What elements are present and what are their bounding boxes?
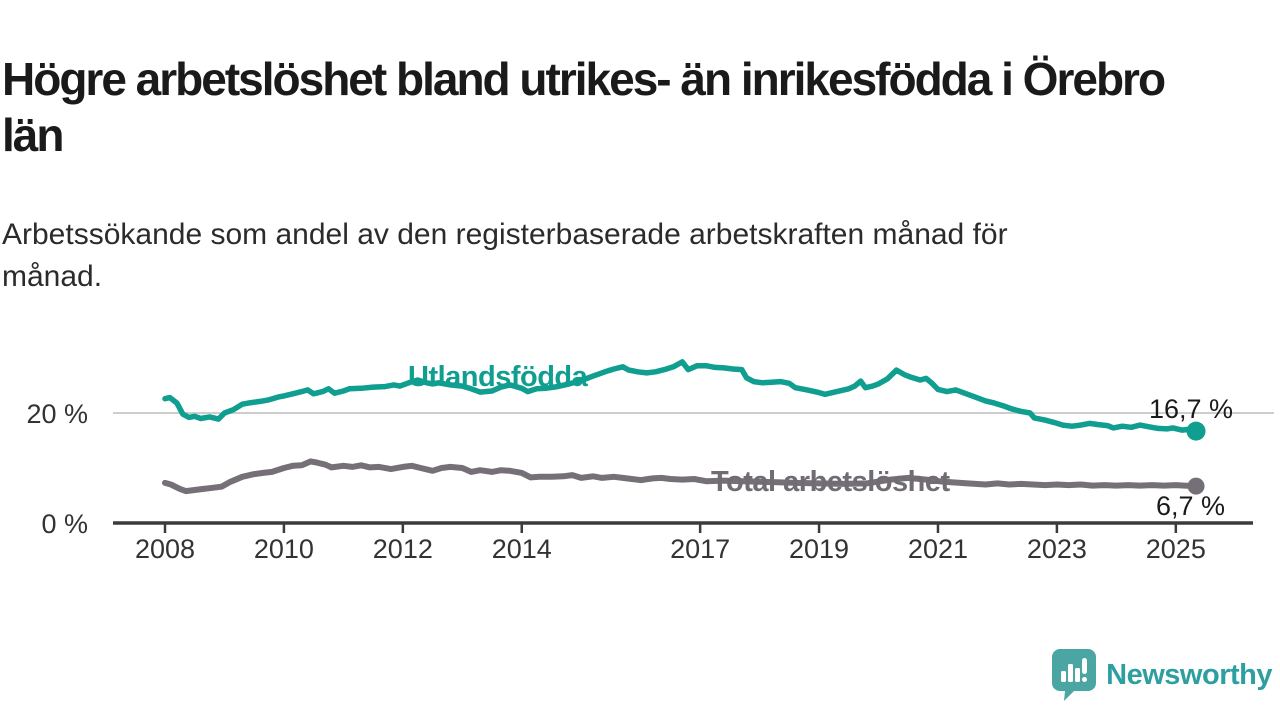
x-tick-label-2010: 2010 xyxy=(253,534,314,564)
x-tick-label-2019: 2019 xyxy=(789,534,850,564)
series-label-total-arbetsloshet: Total arbetslöshet xyxy=(711,466,950,498)
series-line-total xyxy=(162,458,1199,495)
chart-title: Högre arbetslöshet bland utrikes- än inr… xyxy=(2,52,1166,161)
end-value-label-utlandsfodda: 16,7 % xyxy=(1148,394,1233,424)
series-label-utlandsfodda: Utlandsfödda xyxy=(408,361,588,393)
x-tick-label-2008: 2008 xyxy=(134,534,196,564)
y-axis-tick-label-0: 0 % xyxy=(41,509,88,539)
chart-subtitle: Arbetssökande som andel av den registerb… xyxy=(2,218,1008,293)
x-tick-label-2014: 2014 xyxy=(491,534,552,564)
newsworthy-speech-bubble-bars-icon xyxy=(1052,649,1097,701)
newsworthy-logo: Newsworthy xyxy=(1052,649,1272,701)
x-tick-label-2021: 2021 xyxy=(907,534,968,564)
series-end-dot-total xyxy=(1187,477,1205,495)
x-tick-label-2025: 2025 xyxy=(1145,534,1206,564)
end-value-label-total: 6,7 % xyxy=(1155,491,1225,521)
x-tick-label-2023: 2023 xyxy=(1026,534,1087,564)
x-tick-label-2017: 2017 xyxy=(670,534,731,564)
newsworthy-logo-text: Newsworthy xyxy=(1106,658,1272,691)
series-end-dot-utlandsfodda xyxy=(1186,421,1206,441)
x-tick-label-2012: 2012 xyxy=(372,534,433,564)
y-axis-tick-label-20: 20 % xyxy=(26,399,88,429)
series-line-utlandsfodda xyxy=(162,359,1199,434)
